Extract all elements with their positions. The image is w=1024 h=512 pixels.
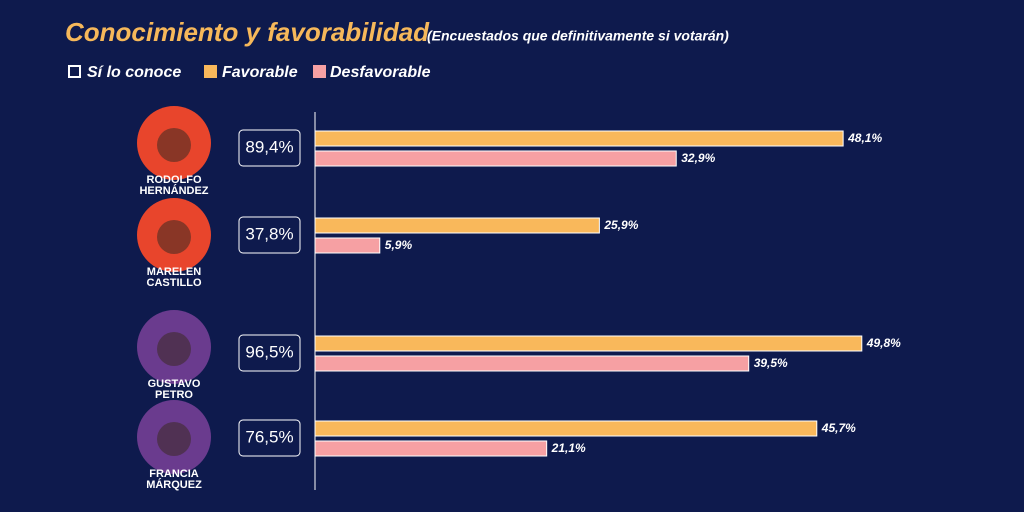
bar — [314, 237, 381, 254]
bar — [314, 217, 600, 234]
known-label: 96,5% — [245, 342, 293, 361]
candidate-name: MARELEN CASTILLO — [146, 266, 202, 289]
value-label: 21,1% — [551, 441, 586, 455]
legend-swatch — [68, 65, 81, 78]
value-label: 39,5% — [754, 356, 788, 370]
candidate-name: GUSTAVO PETRO — [147, 378, 201, 401]
value-label: 5,9% — [385, 238, 413, 252]
legend-label: Sí lo conoce — [87, 64, 181, 81]
bar — [314, 440, 548, 457]
bar — [314, 355, 750, 372]
legend-label: Desfavorable — [330, 64, 431, 81]
candidate-head — [157, 128, 191, 162]
known-box — [238, 419, 301, 457]
known-label: 89,4% — [245, 137, 293, 156]
chart-subtitle: (Encuestados que definitivamente si vota… — [427, 28, 729, 44]
bar — [314, 420, 818, 437]
value-label: 48,1% — [847, 131, 882, 145]
known-box — [238, 129, 301, 167]
candidate-name: FRANCIA MÁRQUEZ — [146, 468, 202, 491]
value-label: 32,9% — [681, 151, 715, 165]
value-label: 25,9% — [603, 218, 638, 232]
legend-swatch — [313, 65, 326, 78]
bar — [314, 335, 863, 352]
known-label: 76,5% — [245, 427, 293, 446]
value-label: 49,8% — [866, 336, 901, 350]
bar — [314, 150, 677, 167]
known-box — [238, 334, 301, 372]
known-box — [238, 216, 301, 254]
candidate-head — [157, 332, 191, 366]
value-label: 45,7% — [821, 421, 856, 435]
bar — [314, 130, 844, 147]
legend-label: Favorable — [222, 64, 298, 81]
legend-swatch — [204, 65, 217, 78]
candidate-head — [157, 220, 191, 254]
candidate-head — [157, 422, 191, 456]
candidate-name: RODOLFO HERNÁNDEZ — [139, 174, 209, 197]
chart-title: Conocimiento y favorabilidad — [65, 17, 430, 47]
known-label: 37,8% — [245, 224, 293, 243]
